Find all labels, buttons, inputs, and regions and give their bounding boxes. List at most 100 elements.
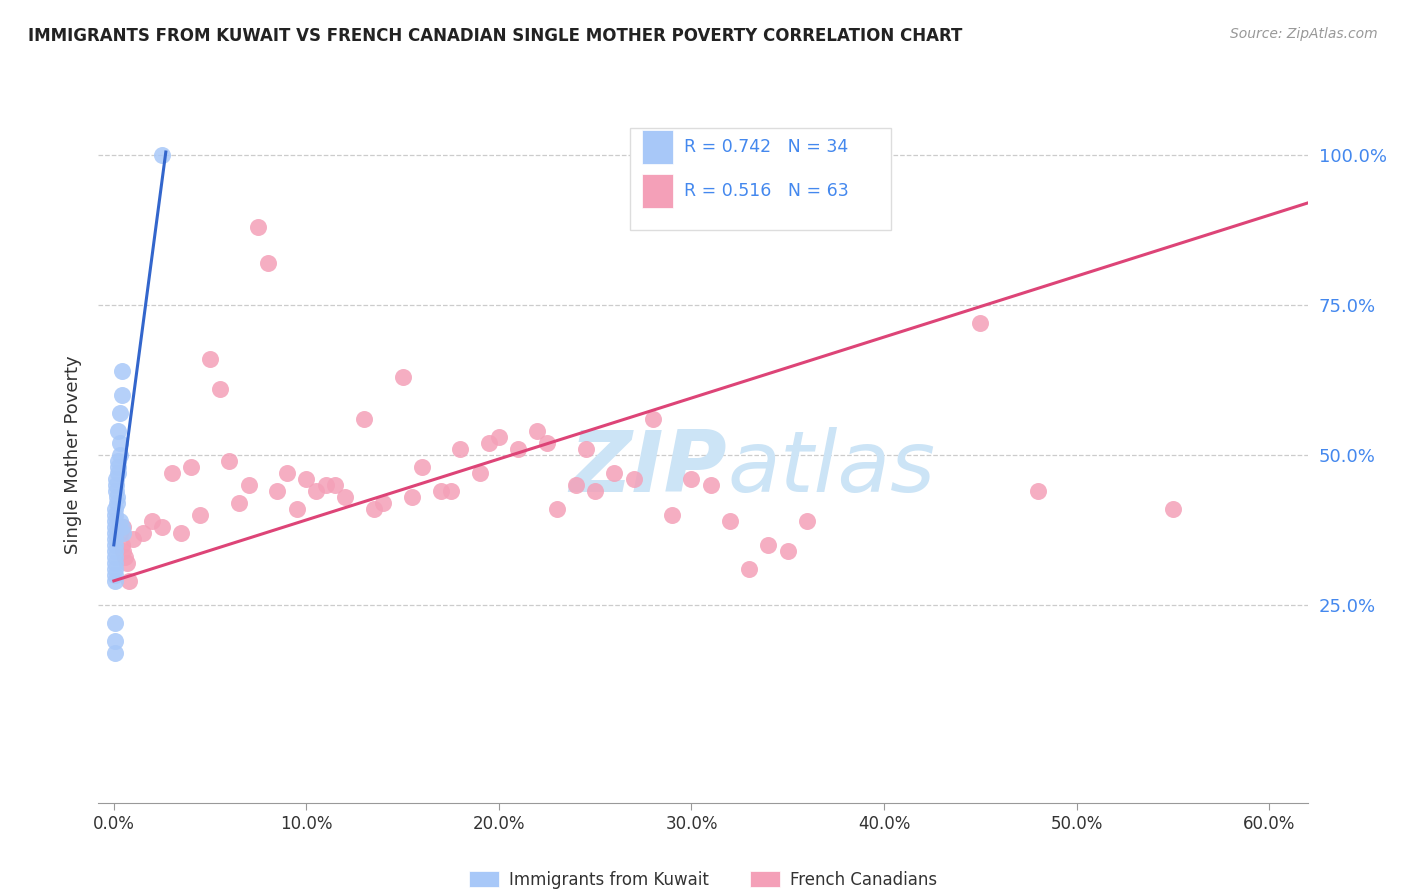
Point [228,496,250,510]
Point [110,364,132,378]
Point [430,483,453,498]
Point [796,514,818,528]
Point [295,472,318,486]
Point [110,520,132,534]
Point [776,544,799,558]
Point [107,459,129,474]
Point [110,538,132,552]
Point [131,525,153,540]
Text: R = 0.742   N = 34: R = 0.742 N = 34 [683,137,848,155]
Point [104,544,127,558]
Point [104,562,127,576]
Point [603,466,626,480]
Point [104,615,127,630]
Point [107,466,129,480]
Y-axis label: Single Mother Poverty: Single Mother Poverty [63,356,82,554]
Point [536,436,558,450]
Text: atlas: atlas [727,427,935,510]
Point [104,508,127,522]
Point [112,520,135,534]
Point [285,502,308,516]
Point [583,483,606,498]
Point [238,478,260,492]
Point [104,532,127,546]
Point [526,424,548,438]
Point [107,454,129,468]
Point [108,525,131,540]
Text: R = 0.516   N = 63: R = 0.516 N = 63 [683,182,849,200]
Point [1026,483,1049,498]
Point [108,448,131,462]
Text: Source: ZipAtlas.com: Source: ZipAtlas.com [1230,27,1378,41]
Point [565,478,588,492]
Point [104,538,127,552]
Point [170,525,193,540]
Point [305,483,328,498]
Text: ZIP: ZIP [569,427,727,510]
Point [190,508,212,522]
Point [104,514,127,528]
Point [718,514,741,528]
Point [661,508,683,522]
Point [440,483,463,498]
Point [208,382,231,396]
Point [105,496,128,510]
Point [108,406,131,420]
Point [478,436,501,450]
Point [198,351,221,366]
Point [118,574,141,588]
Point [969,316,991,330]
Point [112,525,135,540]
Point [681,472,703,486]
Point [315,478,337,492]
Point [391,370,413,384]
Point [508,442,530,456]
Point [104,646,127,660]
Point [180,459,202,474]
Point [218,454,240,468]
Point [108,436,131,450]
Point [468,466,491,480]
Point [122,532,145,546]
Point [150,148,173,162]
Point [488,430,510,444]
Point [449,442,471,456]
Point [1161,502,1184,516]
Point [114,549,136,564]
Point [107,424,129,438]
Point [257,256,280,270]
Point [738,562,761,576]
Point [104,520,127,534]
Point [160,466,183,480]
Point [110,388,132,402]
Point [117,556,139,570]
Point [623,472,645,486]
Point [105,490,128,504]
Point [641,412,664,426]
Point [104,472,127,486]
Point [323,478,346,492]
Point [373,496,395,510]
Point [363,502,385,516]
Point [104,556,127,570]
Point [247,219,270,234]
Point [108,514,131,528]
Legend: Immigrants from Kuwait, French Canadians: Immigrants from Kuwait, French Canadians [463,864,943,892]
Point [141,514,163,528]
Point [104,483,127,498]
Point [104,478,127,492]
Point [104,549,127,564]
Point [104,502,127,516]
Point [104,567,127,582]
Point [353,412,375,426]
Point [333,490,356,504]
Point [150,520,173,534]
Point [276,466,298,480]
Point [112,544,135,558]
Point [266,483,288,498]
Point [546,502,568,516]
Point [758,538,780,552]
Point [104,525,127,540]
Point [104,633,127,648]
Text: IMMIGRANTS FROM KUWAIT VS FRENCH CANADIAN SINGLE MOTHER POVERTY CORRELATION CHAR: IMMIGRANTS FROM KUWAIT VS FRENCH CANADIA… [28,27,963,45]
